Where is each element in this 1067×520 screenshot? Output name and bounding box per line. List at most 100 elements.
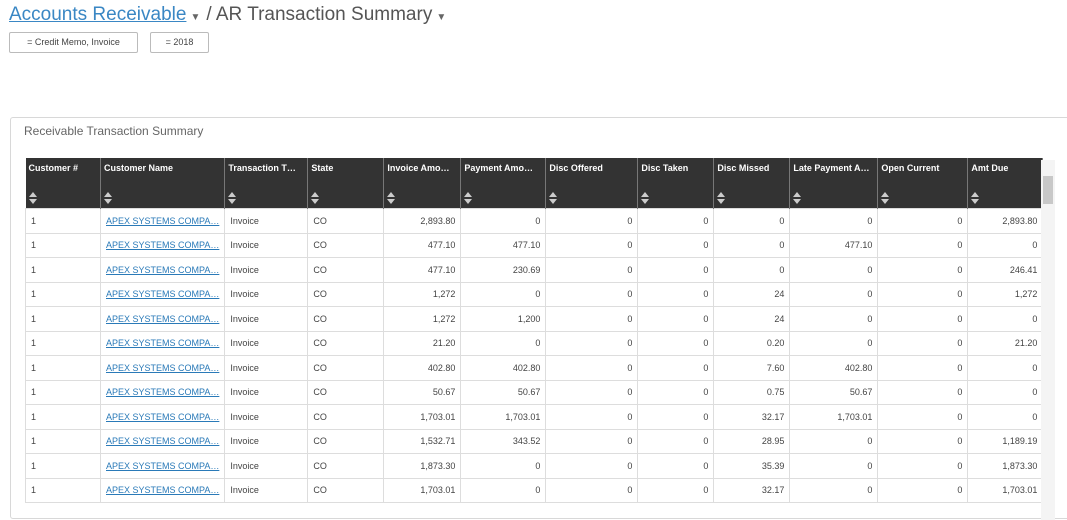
table-cell: 0: [789, 428, 879, 454]
column-label: Amt Due: [971, 163, 1009, 173]
table-cell: 2,893.80: [967, 208, 1044, 234]
customer-link[interactable]: APEX SYSTEMS COMPA…: [106, 338, 220, 349]
table-cell: 0: [967, 404, 1044, 430]
sort-icon[interactable]: [549, 192, 558, 204]
customer-link[interactable]: APEX SYSTEMS COMPA…: [106, 215, 220, 226]
table-row: 1 APEX SYSTEMS COMPA… Invoice CO 1,272 0 0 0 24 0…: [25, 281, 1044, 307]
table-row: 1 APEX SYSTEMS COMPA… Invoice CO 1,703.01 1,7…: [25, 404, 1044, 430]
table-cell: 0: [460, 477, 547, 503]
table-cell: 0: [460, 281, 547, 307]
customer-link[interactable]: APEX SYSTEMS COMPA…: [106, 436, 220, 447]
table-cell: 0: [545, 232, 639, 258]
customer-link[interactable]: APEX SYSTEMS COMPA…: [106, 460, 220, 471]
table-cell: 1,703.01: [460, 404, 547, 430]
table-cell: 1,703.01: [383, 404, 462, 430]
table-cell: 1,272: [383, 281, 462, 307]
table-cell: CO: [307, 281, 385, 307]
table-cell: 0: [545, 281, 639, 307]
table-cell: 402.80: [460, 355, 547, 381]
column-header[interactable]: Amt Due: [967, 158, 1044, 209]
sort-icon[interactable]: [717, 192, 726, 204]
table-cell: Invoice: [224, 428, 309, 454]
sort-icon[interactable]: [28, 192, 37, 204]
table-cell: 0: [637, 453, 715, 479]
scroll-thumb[interactable]: [1043, 176, 1053, 204]
sort-icon[interactable]: [311, 192, 320, 204]
table-cell: Invoice: [224, 330, 309, 356]
sort-icon[interactable]: [793, 192, 802, 204]
table-cell: 28.95: [713, 428, 791, 454]
customer-link[interactable]: APEX SYSTEMS COMPA…: [106, 411, 220, 422]
table-cell: 50.67: [383, 379, 462, 405]
caret[interactable]: ▼: [436, 12, 447, 23]
table-cell: APEX SYSTEMS COMPA…: [99, 404, 226, 430]
sort-icon[interactable]: [464, 192, 473, 204]
sort-icon[interactable]: [881, 192, 890, 204]
table-cell: 0: [789, 330, 879, 356]
table-cell: 1,272: [967, 281, 1044, 307]
table-cell: 0: [967, 379, 1044, 405]
table-cell: 0: [713, 232, 791, 258]
column-header[interactable]: Late Payment A…: [789, 158, 879, 209]
sort-icon[interactable]: [387, 192, 396, 204]
filter-button[interactable]: = 2018: [150, 32, 209, 53]
column-header[interactable]: Invoice Amo…: [383, 158, 462, 209]
table-cell: 1,703.01: [383, 477, 462, 503]
column-header[interactable]: Disc Missed: [713, 158, 791, 209]
column-header[interactable]: Disc Taken: [637, 158, 715, 209]
table-cell: 1: [25, 355, 101, 381]
table-cell: 0: [637, 306, 715, 332]
table-cell: APEX SYSTEMS COMPA…: [99, 379, 226, 405]
customer-link[interactable]: APEX SYSTEMS COMPA…: [106, 313, 220, 324]
table-cell: CO: [307, 379, 385, 405]
table-cell: 0: [967, 306, 1044, 332]
sort-icon[interactable]: [971, 192, 980, 204]
table-cell: 0: [637, 355, 715, 381]
sort-icon[interactable]: [104, 192, 112, 204]
table-cell: CO: [307, 208, 385, 234]
table-cell: 0: [789, 477, 879, 503]
column-header[interactable]: Customer Name: [100, 158, 226, 209]
column-header[interactable]: Customer #: [25, 158, 101, 209]
customer-link[interactable]: APEX SYSTEMS COMPA…: [106, 387, 220, 398]
table-row: 1 APEX SYSTEMS COMPA… Invoice CO 21.20 0 0 0 0.2…: [25, 330, 1044, 356]
table-cell: 1: [25, 453, 101, 479]
filter-button[interactable]: = Credit Memo, Invoice: [9, 32, 138, 53]
table-cell: 32.17: [713, 477, 791, 503]
table-cell: 0: [877, 208, 969, 234]
table-cell: 0: [877, 330, 969, 356]
customer-link[interactable]: APEX SYSTEMS COMPA…: [106, 485, 220, 496]
table-cell: Invoice: [224, 379, 309, 405]
caret[interactable]: ▼: [190, 12, 201, 23]
column-header[interactable]: Open Current: [877, 158, 969, 209]
customer-link[interactable]: APEX SYSTEMS COMPA…: [106, 289, 220, 300]
table-cell: 477.10: [789, 232, 879, 258]
table-cell: 1: [25, 281, 101, 307]
customer-link[interactable]: APEX SYSTEMS COMPA…: [106, 264, 220, 275]
breadcrumb-link[interactable]: Accounts Receivable: [9, 4, 187, 25]
column-header[interactable]: Disc Offered: [545, 158, 639, 209]
column-label: Payment Amo…: [464, 163, 534, 173]
table-cell: APEX SYSTEMS COMPA…: [99, 281, 226, 307]
sort-icon[interactable]: [228, 192, 237, 204]
table-cell: 402.80: [789, 355, 879, 381]
table-cell: 1,703.01: [789, 404, 879, 430]
customer-link[interactable]: APEX SYSTEMS COMPA…: [106, 240, 220, 251]
table-cell: 35.39: [713, 453, 791, 479]
column-header[interactable]: Transaction T…: [224, 158, 309, 209]
table-cell: 0: [877, 232, 969, 258]
table-cell: 0: [877, 257, 969, 283]
table-cell: 0: [877, 453, 969, 479]
column-label: Invoice Amo…: [387, 163, 450, 173]
page-title: AR Transaction Summary: [215, 4, 433, 25]
table-cell: 0: [637, 379, 715, 405]
column-header[interactable]: State: [307, 158, 385, 209]
column-header[interactable]: Payment Amo…: [460, 158, 547, 209]
customer-link[interactable]: APEX SYSTEMS COMPA…: [106, 362, 220, 373]
table-cell: Invoice: [224, 355, 309, 381]
scrollbar[interactable]: [1041, 160, 1055, 520]
table-cell: 0: [545, 306, 639, 332]
sort-icon[interactable]: [641, 192, 650, 204]
panel: Receivable Transaction Summary Customer …: [10, 117, 1067, 520]
table-cell: CO: [307, 232, 385, 258]
